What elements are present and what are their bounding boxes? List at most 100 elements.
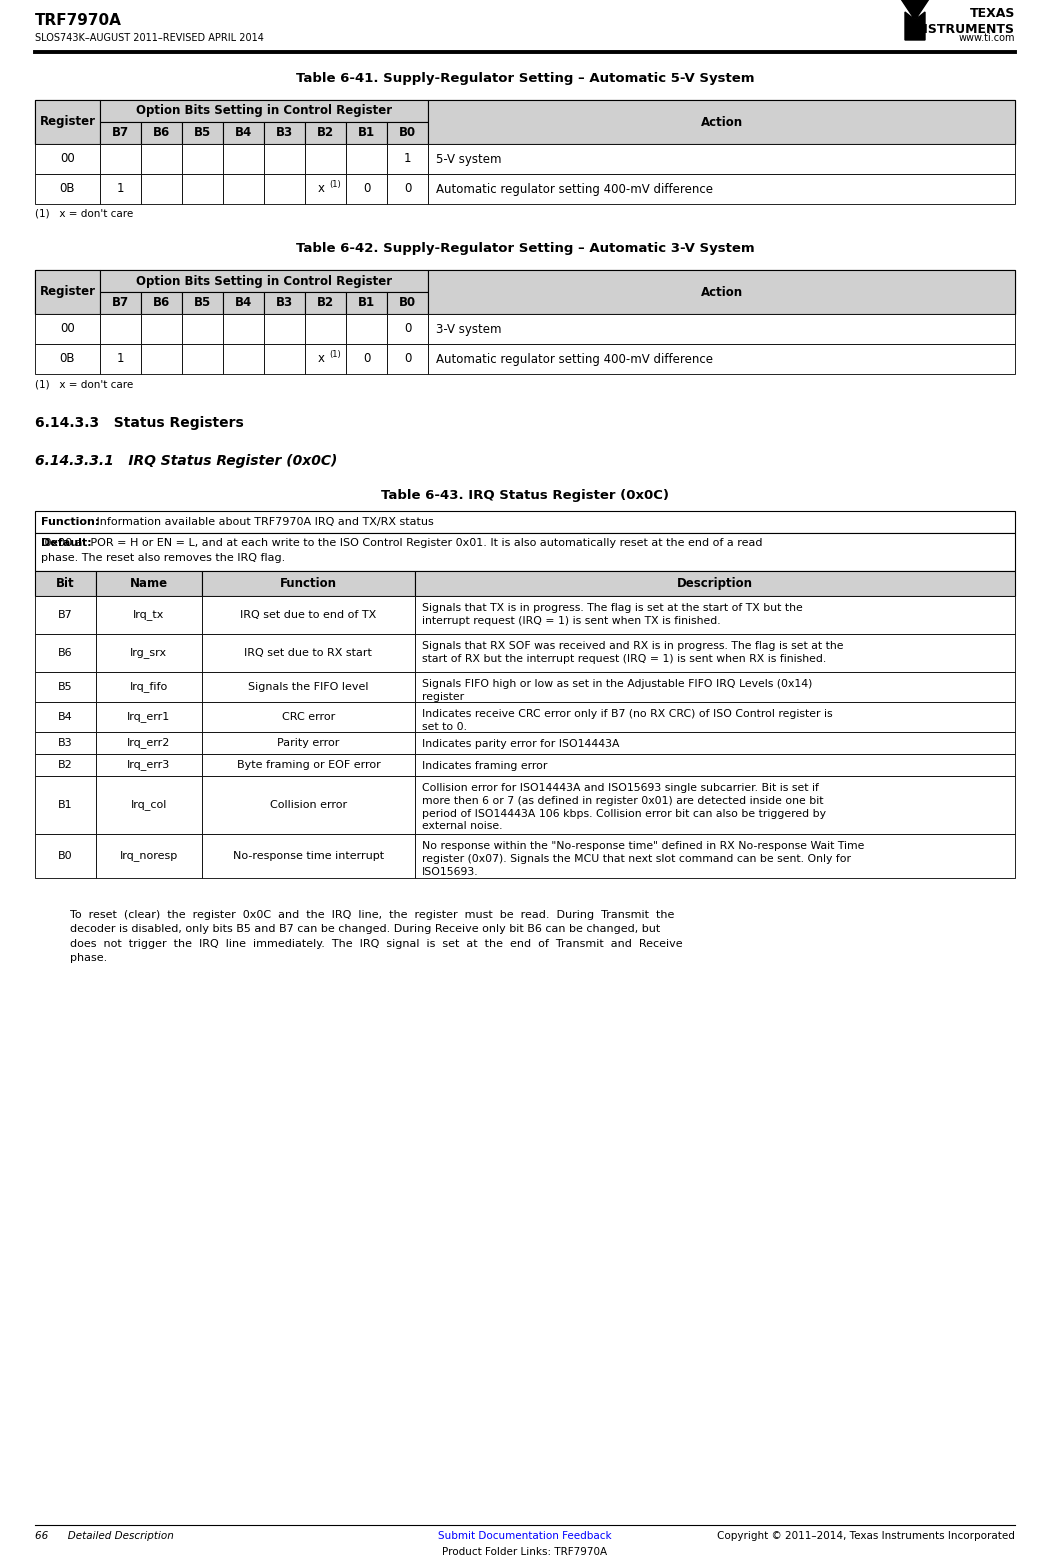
- Text: Irq_noresp: Irq_noresp: [120, 850, 177, 861]
- Text: SLOS743K–AUGUST 2011–REVISED APRIL 2014: SLOS743K–AUGUST 2011–REVISED APRIL 2014: [35, 33, 264, 44]
- Bar: [387, 122, 428, 144]
- Bar: [304, 344, 347, 374]
- Text: B0: B0: [399, 297, 416, 309]
- Text: Indicates parity error for ISO14443A: Indicates parity error for ISO14443A: [422, 739, 620, 749]
- Text: Register: Register: [40, 286, 96, 299]
- Text: Indicates framing error: Indicates framing error: [422, 761, 548, 771]
- Text: B1: B1: [358, 127, 375, 139]
- Bar: [202, 753, 415, 775]
- Bar: [35, 270, 100, 314]
- Bar: [428, 100, 1015, 144]
- Text: B6: B6: [153, 297, 170, 309]
- Text: Signals the FIFO level: Signals the FIFO level: [248, 681, 369, 692]
- Text: (1)   x = don't care: (1) x = don't care: [35, 378, 133, 389]
- Bar: [415, 731, 1015, 753]
- Bar: [35, 702, 96, 731]
- Text: 00: 00: [60, 153, 75, 166]
- Text: To  reset  (clear)  the  register  0x0C  and  the  IRQ  line,  the  register  mu: To reset (clear) the register 0x0C and t…: [70, 910, 682, 963]
- Text: Automatic regulator setting 400-mV difference: Automatic regulator setting 400-mV diffe…: [436, 183, 713, 195]
- Bar: [304, 173, 347, 205]
- Bar: [415, 753, 1015, 775]
- Bar: [428, 344, 1015, 374]
- Bar: [346, 122, 387, 144]
- Bar: [304, 144, 347, 173]
- Bar: [223, 122, 264, 144]
- Text: 0: 0: [404, 183, 412, 195]
- Text: Collision error: Collision error: [270, 800, 346, 810]
- Bar: [264, 314, 304, 344]
- Bar: [346, 292, 387, 314]
- Text: B4: B4: [235, 297, 252, 309]
- Bar: [141, 314, 182, 344]
- Text: 6.14.3.3   Status Registers: 6.14.3.3 Status Registers: [35, 416, 244, 430]
- Bar: [264, 122, 304, 144]
- Bar: [415, 635, 1015, 672]
- Text: Function:: Function:: [41, 517, 100, 527]
- Bar: [202, 635, 415, 672]
- Bar: [428, 144, 1015, 173]
- Bar: [202, 731, 415, 753]
- Bar: [428, 314, 1015, 344]
- Text: Collision error for ISO14443A and ISO15693 single subcarrier. Bit is set if
more: Collision error for ISO14443A and ISO156…: [422, 783, 826, 832]
- Bar: [35, 635, 96, 672]
- Text: 0B: 0B: [60, 353, 76, 366]
- Bar: [202, 672, 415, 702]
- Text: IRQ set due to end of TX: IRQ set due to end of TX: [240, 610, 377, 621]
- Bar: [202, 596, 415, 635]
- Text: 0: 0: [363, 183, 371, 195]
- Text: Irq_fifo: Irq_fifo: [129, 681, 168, 692]
- Text: (1)   x = don't care: (1) x = don't care: [35, 209, 133, 219]
- Text: No-response time interrupt: No-response time interrupt: [233, 850, 384, 861]
- Bar: [387, 344, 428, 374]
- Polygon shape: [895, 0, 934, 41]
- Bar: [387, 292, 428, 314]
- Bar: [141, 344, 182, 374]
- Bar: [346, 144, 387, 173]
- Bar: [428, 270, 1015, 314]
- Text: Table 6-43. IRQ Status Register (0x0C): Table 6-43. IRQ Status Register (0x0C): [381, 489, 669, 502]
- Text: 1: 1: [117, 183, 124, 195]
- Text: 6.14.3.3.1   IRQ Status Register (0x0C): 6.14.3.3.1 IRQ Status Register (0x0C): [35, 453, 337, 467]
- Bar: [387, 173, 428, 205]
- Text: Automatic regulator setting 400-mV difference: Automatic regulator setting 400-mV diffe…: [436, 353, 713, 366]
- Bar: [304, 122, 347, 144]
- Text: B5: B5: [58, 681, 72, 692]
- Bar: [100, 344, 141, 374]
- Bar: [264, 344, 304, 374]
- Text: Signals that TX is in progress. The flag is set at the start of TX but the
inter: Signals that TX is in progress. The flag…: [422, 603, 803, 625]
- Text: TEXAS: TEXAS: [969, 6, 1015, 20]
- Text: 0B: 0B: [60, 183, 76, 195]
- Bar: [96, 672, 202, 702]
- Bar: [96, 702, 202, 731]
- Text: Irq_err2: Irq_err2: [127, 738, 170, 749]
- Text: B3: B3: [58, 738, 72, 749]
- Bar: [223, 292, 264, 314]
- Bar: [100, 144, 141, 173]
- Text: Irq_err1: Irq_err1: [127, 711, 170, 722]
- Text: B4: B4: [235, 127, 252, 139]
- Bar: [35, 835, 96, 878]
- Bar: [264, 173, 304, 205]
- Text: Parity error: Parity error: [277, 738, 339, 749]
- Text: Bit: Bit: [56, 577, 75, 589]
- Bar: [35, 173, 100, 205]
- Text: IRQ set due to RX start: IRQ set due to RX start: [245, 649, 373, 658]
- Bar: [35, 570, 96, 596]
- Bar: [182, 292, 223, 314]
- Bar: [96, 635, 202, 672]
- Bar: [415, 570, 1015, 596]
- Text: B5: B5: [194, 127, 211, 139]
- Bar: [346, 173, 387, 205]
- Text: Default:: Default:: [41, 538, 91, 549]
- Bar: [182, 344, 223, 374]
- Text: B7: B7: [112, 127, 129, 139]
- Bar: [96, 731, 202, 753]
- Bar: [35, 270, 1015, 314]
- Text: B3: B3: [276, 297, 293, 309]
- Text: B2: B2: [317, 297, 334, 309]
- Text: B0: B0: [58, 850, 72, 861]
- Text: INSTRUMENTS: INSTRUMENTS: [914, 23, 1015, 36]
- Bar: [141, 292, 182, 314]
- Bar: [264, 144, 304, 173]
- Text: B4: B4: [58, 713, 72, 722]
